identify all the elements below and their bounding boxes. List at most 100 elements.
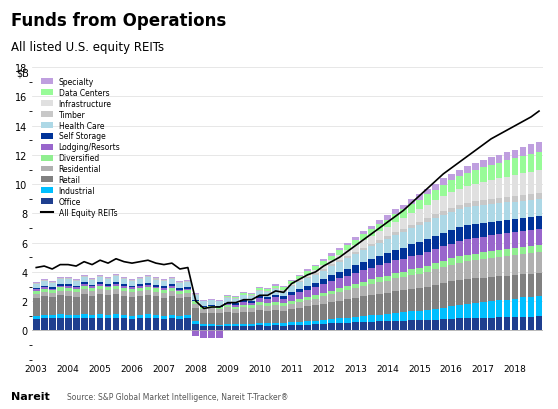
Bar bbox=[128, 286, 136, 288]
Bar bbox=[176, 283, 183, 288]
Bar bbox=[456, 242, 463, 257]
Bar bbox=[344, 276, 351, 287]
Bar bbox=[416, 289, 423, 311]
Bar bbox=[519, 196, 526, 201]
Bar bbox=[121, 291, 127, 296]
Bar bbox=[264, 306, 271, 311]
Bar bbox=[480, 252, 487, 259]
Bar bbox=[41, 286, 47, 288]
Bar bbox=[312, 274, 319, 275]
Bar bbox=[432, 309, 439, 320]
Bar bbox=[368, 236, 375, 244]
Bar bbox=[113, 294, 119, 314]
Bar bbox=[536, 252, 542, 273]
Bar bbox=[105, 279, 112, 284]
Bar bbox=[248, 324, 255, 326]
Bar bbox=[432, 184, 439, 190]
Bar bbox=[424, 195, 431, 205]
Bar bbox=[152, 287, 160, 289]
Text: Funds from Operations: Funds from Operations bbox=[11, 12, 227, 30]
Bar bbox=[280, 296, 287, 299]
Bar bbox=[41, 280, 47, 281]
Bar bbox=[200, 326, 207, 330]
Bar bbox=[448, 181, 455, 193]
Text: All listed U.S. equity REITs: All listed U.S. equity REITs bbox=[11, 41, 164, 54]
Bar bbox=[176, 290, 183, 291]
Bar bbox=[272, 326, 279, 330]
Bar bbox=[304, 279, 311, 286]
Bar bbox=[336, 293, 343, 301]
Bar bbox=[320, 265, 327, 269]
Bar bbox=[248, 308, 255, 312]
Bar bbox=[456, 306, 463, 319]
Bar bbox=[113, 274, 119, 275]
Bar bbox=[232, 324, 239, 326]
Bar bbox=[344, 300, 351, 318]
Bar bbox=[408, 204, 415, 213]
Bar bbox=[360, 248, 367, 251]
Bar bbox=[432, 190, 439, 201]
Bar bbox=[432, 270, 439, 285]
Bar bbox=[200, 330, 207, 338]
Bar bbox=[280, 286, 287, 287]
Bar bbox=[256, 290, 263, 291]
Bar bbox=[360, 270, 367, 282]
Bar bbox=[105, 291, 112, 296]
Bar bbox=[488, 277, 494, 302]
Bar bbox=[193, 321, 199, 324]
Bar bbox=[248, 303, 255, 306]
Bar bbox=[312, 271, 319, 274]
Bar bbox=[448, 193, 455, 208]
Bar bbox=[97, 277, 103, 282]
Bar bbox=[145, 283, 151, 285]
Bar bbox=[440, 308, 446, 320]
Bar bbox=[528, 218, 535, 230]
Text: Source: S&P Global Market Intelligence, Nareit T-Tracker®: Source: S&P Global Market Intelligence, … bbox=[67, 392, 288, 401]
Bar bbox=[248, 326, 255, 330]
Bar bbox=[49, 281, 56, 282]
Bar bbox=[169, 296, 175, 315]
Bar bbox=[161, 281, 167, 282]
Bar bbox=[408, 321, 415, 330]
Bar bbox=[280, 299, 287, 303]
Bar bbox=[145, 285, 151, 287]
Bar bbox=[432, 215, 439, 219]
Bar bbox=[248, 296, 255, 297]
Bar bbox=[480, 259, 487, 278]
Bar bbox=[432, 236, 439, 249]
Bar bbox=[57, 315, 64, 318]
Bar bbox=[480, 182, 487, 200]
Bar bbox=[113, 314, 119, 318]
Bar bbox=[416, 269, 423, 274]
Bar bbox=[376, 221, 383, 225]
Bar bbox=[296, 283, 303, 289]
Bar bbox=[296, 322, 303, 325]
Bar bbox=[169, 318, 175, 330]
Bar bbox=[57, 288, 64, 291]
Bar bbox=[480, 302, 487, 318]
Bar bbox=[408, 200, 415, 204]
Bar bbox=[33, 294, 40, 299]
Bar bbox=[512, 150, 518, 159]
Bar bbox=[312, 296, 319, 299]
Bar bbox=[128, 316, 136, 319]
Bar bbox=[504, 203, 511, 220]
Bar bbox=[280, 291, 287, 296]
Bar bbox=[73, 288, 80, 289]
Bar bbox=[488, 222, 494, 236]
Bar bbox=[128, 297, 136, 316]
Bar bbox=[519, 147, 526, 156]
Bar bbox=[312, 265, 319, 267]
Bar bbox=[152, 319, 160, 330]
Bar bbox=[208, 313, 215, 324]
Bar bbox=[424, 189, 431, 195]
Bar bbox=[272, 298, 279, 302]
Bar bbox=[368, 247, 375, 259]
Bar bbox=[81, 286, 88, 290]
Bar bbox=[400, 233, 407, 248]
Bar bbox=[264, 292, 271, 297]
Bar bbox=[448, 175, 455, 181]
Bar bbox=[208, 305, 215, 306]
Bar bbox=[384, 240, 391, 254]
Bar bbox=[352, 265, 359, 273]
